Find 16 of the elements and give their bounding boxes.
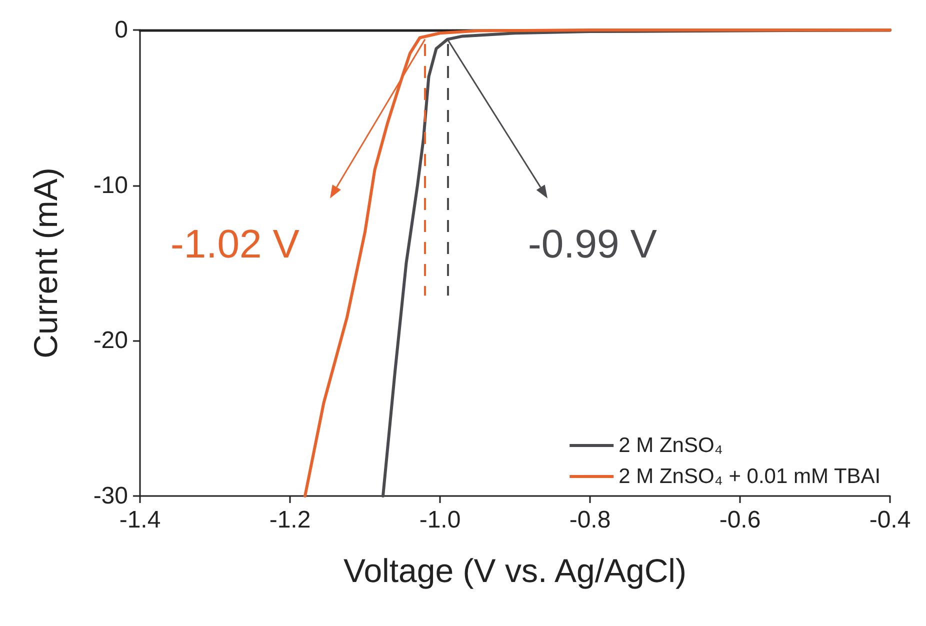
x-axis-title: Voltage (V vs. Ag/AgCl) [343, 552, 687, 589]
ref-line-label: -1.02 V [170, 222, 300, 266]
legend-label: 2 M ZnSO₄ + 0.01 mM TBAI [618, 465, 881, 488]
ref-line-label: -0.99 V [528, 222, 658, 266]
legend-label: 2 M ZnSO₄ [618, 434, 723, 457]
x-tick-label: -0.4 [869, 506, 911, 534]
x-tick-label: -0.8 [569, 506, 611, 534]
y-axis-title: Current (mA) [27, 168, 64, 358]
x-tick-label: -0.6 [719, 506, 761, 534]
x-tick-label: -1.4 [119, 506, 161, 534]
y-tick-label: -20 [93, 327, 128, 354]
y-tick-label: 0 [114, 16, 128, 44]
x-tick-label: -1.0 [419, 506, 461, 534]
y-tick-label: -10 [93, 172, 128, 199]
y-tick-label: -30 [93, 482, 128, 510]
x-tick-label: -1.2 [269, 506, 311, 534]
